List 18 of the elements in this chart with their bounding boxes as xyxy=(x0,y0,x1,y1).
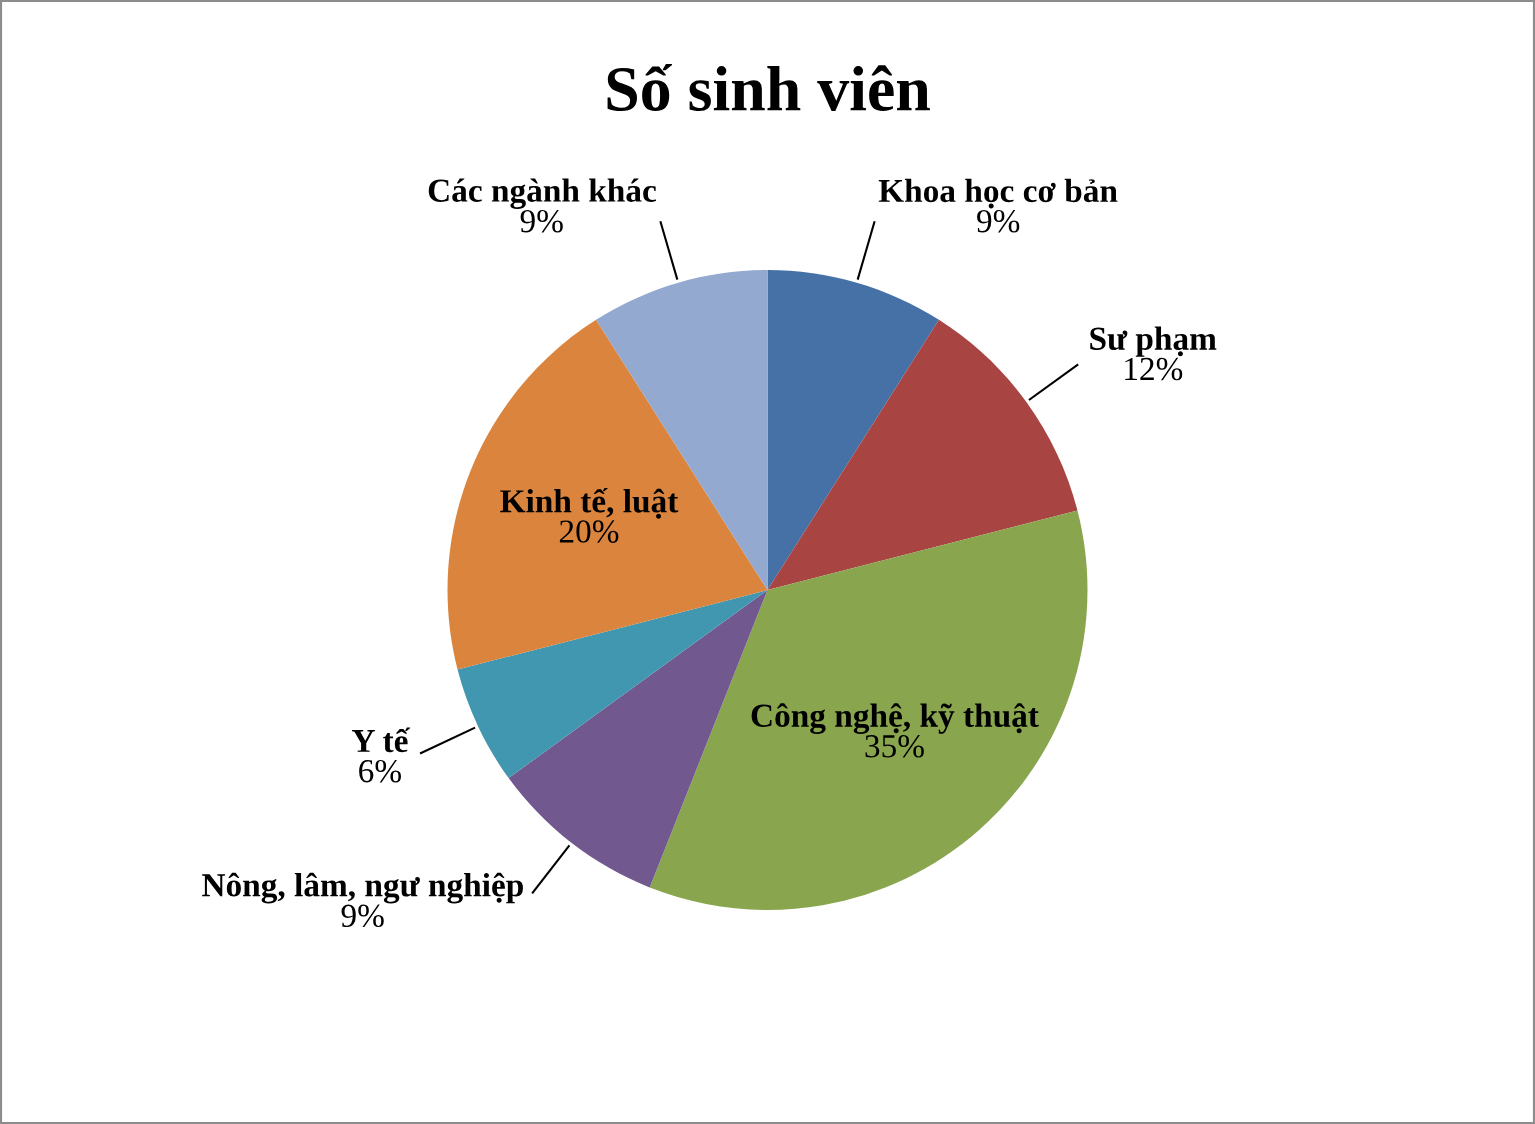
pie-slice xyxy=(767,319,1078,590)
data-label: 9% xyxy=(341,904,384,928)
data-label: 9% xyxy=(977,209,1020,233)
data-label: 20% xyxy=(559,520,619,543)
slice-label: Nông, lâm, ngư nghiệp xyxy=(202,872,523,904)
data-label: 12% xyxy=(1125,357,1183,381)
slice-label: Kinh tế, luật xyxy=(500,487,679,519)
data-label: 6% xyxy=(359,759,401,783)
chart-title: Số sinh viên xyxy=(607,63,930,111)
slice-label: Y tế xyxy=(352,727,411,753)
slice-label: Khoa học cơ bản xyxy=(878,178,1118,209)
data-label: 35% xyxy=(865,734,924,758)
slice-label: Công nghệ, kỹ thuật xyxy=(751,703,1039,735)
pie-slice xyxy=(767,270,939,590)
slice-label: Các ngành khác xyxy=(428,178,656,209)
pie-slice xyxy=(447,319,768,670)
data-label: 9% xyxy=(520,209,563,233)
slice-label: Sư phạm xyxy=(1090,326,1217,357)
